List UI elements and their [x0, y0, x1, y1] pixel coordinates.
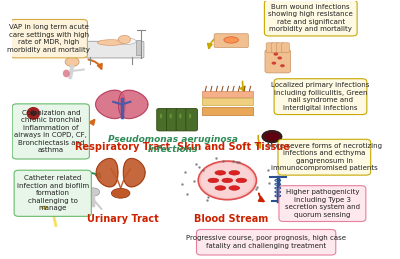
FancyBboxPatch shape: [86, 41, 144, 58]
Circle shape: [274, 53, 278, 56]
FancyBboxPatch shape: [264, 0, 357, 36]
Text: Colonization and
chronic bronchial
inflammation of
airways in COPD, CF,
Bronchie: Colonization and chronic bronchial infla…: [14, 110, 87, 153]
Text: Urinary Tract: Urinary Tract: [87, 214, 158, 224]
Circle shape: [65, 57, 79, 67]
Ellipse shape: [170, 114, 172, 118]
Ellipse shape: [63, 70, 70, 77]
FancyBboxPatch shape: [10, 19, 88, 58]
Text: Blood Stream: Blood Stream: [194, 214, 268, 224]
Ellipse shape: [229, 170, 240, 175]
Circle shape: [280, 64, 285, 67]
Text: Higher pathogenicity
including Type 3
secretion system and
quorum sensing: Higher pathogenicity including Type 3 se…: [285, 189, 360, 218]
Circle shape: [272, 62, 276, 65]
Ellipse shape: [97, 40, 124, 45]
Ellipse shape: [215, 186, 226, 190]
FancyBboxPatch shape: [30, 207, 41, 213]
Circle shape: [201, 163, 254, 198]
Text: Burn wound infections
showing high resistance
rate and significant
morbidity and: Burn wound infections showing high resis…: [268, 4, 353, 32]
FancyBboxPatch shape: [12, 104, 89, 159]
Ellipse shape: [229, 186, 240, 190]
FancyBboxPatch shape: [279, 186, 366, 221]
Ellipse shape: [236, 178, 247, 183]
FancyBboxPatch shape: [186, 109, 198, 131]
FancyBboxPatch shape: [20, 201, 31, 208]
FancyBboxPatch shape: [20, 207, 31, 213]
Text: Pseudomonas aeruginosa
Infections: Pseudomonas aeruginosa Infections: [108, 135, 238, 154]
Bar: [136, 40, 141, 55]
FancyBboxPatch shape: [39, 207, 51, 213]
FancyBboxPatch shape: [166, 109, 178, 131]
Ellipse shape: [264, 132, 279, 141]
FancyBboxPatch shape: [176, 109, 188, 131]
Text: Localized primary infections
including folliculitis, Green
nail syndrome and
int: Localized primary infections including f…: [271, 82, 370, 111]
Ellipse shape: [41, 206, 47, 209]
FancyBboxPatch shape: [14, 170, 91, 216]
Ellipse shape: [262, 130, 282, 143]
Text: VAP in long term acute
care settings with high
rate of MDR, high
morbidity and m: VAP in long term acute care settings wit…: [8, 24, 90, 53]
Ellipse shape: [111, 188, 130, 198]
FancyBboxPatch shape: [30, 201, 41, 208]
Ellipse shape: [208, 178, 219, 183]
Circle shape: [118, 35, 131, 44]
FancyBboxPatch shape: [276, 43, 284, 53]
Text: Progressive course, poor prognosis, high case
fatality and challenging treatment: Progressive course, poor prognosis, high…: [186, 235, 346, 249]
Ellipse shape: [160, 114, 162, 118]
Text: Skin and Soft Tissue: Skin and Soft Tissue: [178, 142, 290, 152]
FancyBboxPatch shape: [266, 43, 274, 53]
Ellipse shape: [117, 38, 136, 45]
FancyBboxPatch shape: [39, 201, 51, 208]
FancyBboxPatch shape: [214, 34, 248, 47]
Polygon shape: [96, 159, 118, 187]
Ellipse shape: [179, 114, 182, 118]
Circle shape: [198, 161, 256, 200]
Ellipse shape: [26, 107, 40, 120]
Polygon shape: [118, 90, 148, 119]
Ellipse shape: [189, 114, 191, 118]
Ellipse shape: [224, 37, 238, 43]
Ellipse shape: [222, 178, 233, 183]
Ellipse shape: [215, 170, 226, 175]
Polygon shape: [123, 159, 145, 187]
Text: More severe forms of necrotizing
infections and ecthyma
gangrenosum in
immunocom: More severe forms of necrotizing infecti…: [267, 143, 382, 171]
Bar: [202, 98, 252, 105]
Circle shape: [277, 56, 282, 60]
FancyBboxPatch shape: [157, 109, 168, 131]
FancyBboxPatch shape: [265, 49, 290, 73]
FancyBboxPatch shape: [282, 43, 290, 53]
Bar: [202, 107, 252, 115]
Bar: [202, 91, 252, 97]
FancyBboxPatch shape: [271, 43, 279, 53]
FancyBboxPatch shape: [278, 139, 371, 175]
FancyBboxPatch shape: [274, 79, 367, 114]
Ellipse shape: [23, 104, 44, 123]
FancyBboxPatch shape: [196, 229, 336, 255]
Text: Catheter related
infection and biofilm
formation
challenging to
manage: Catheter related infection and biofilm f…: [17, 175, 89, 211]
Polygon shape: [96, 90, 125, 119]
Circle shape: [87, 188, 100, 196]
Text: Respiratory Tract: Respiratory Tract: [75, 142, 170, 152]
Ellipse shape: [30, 111, 36, 116]
